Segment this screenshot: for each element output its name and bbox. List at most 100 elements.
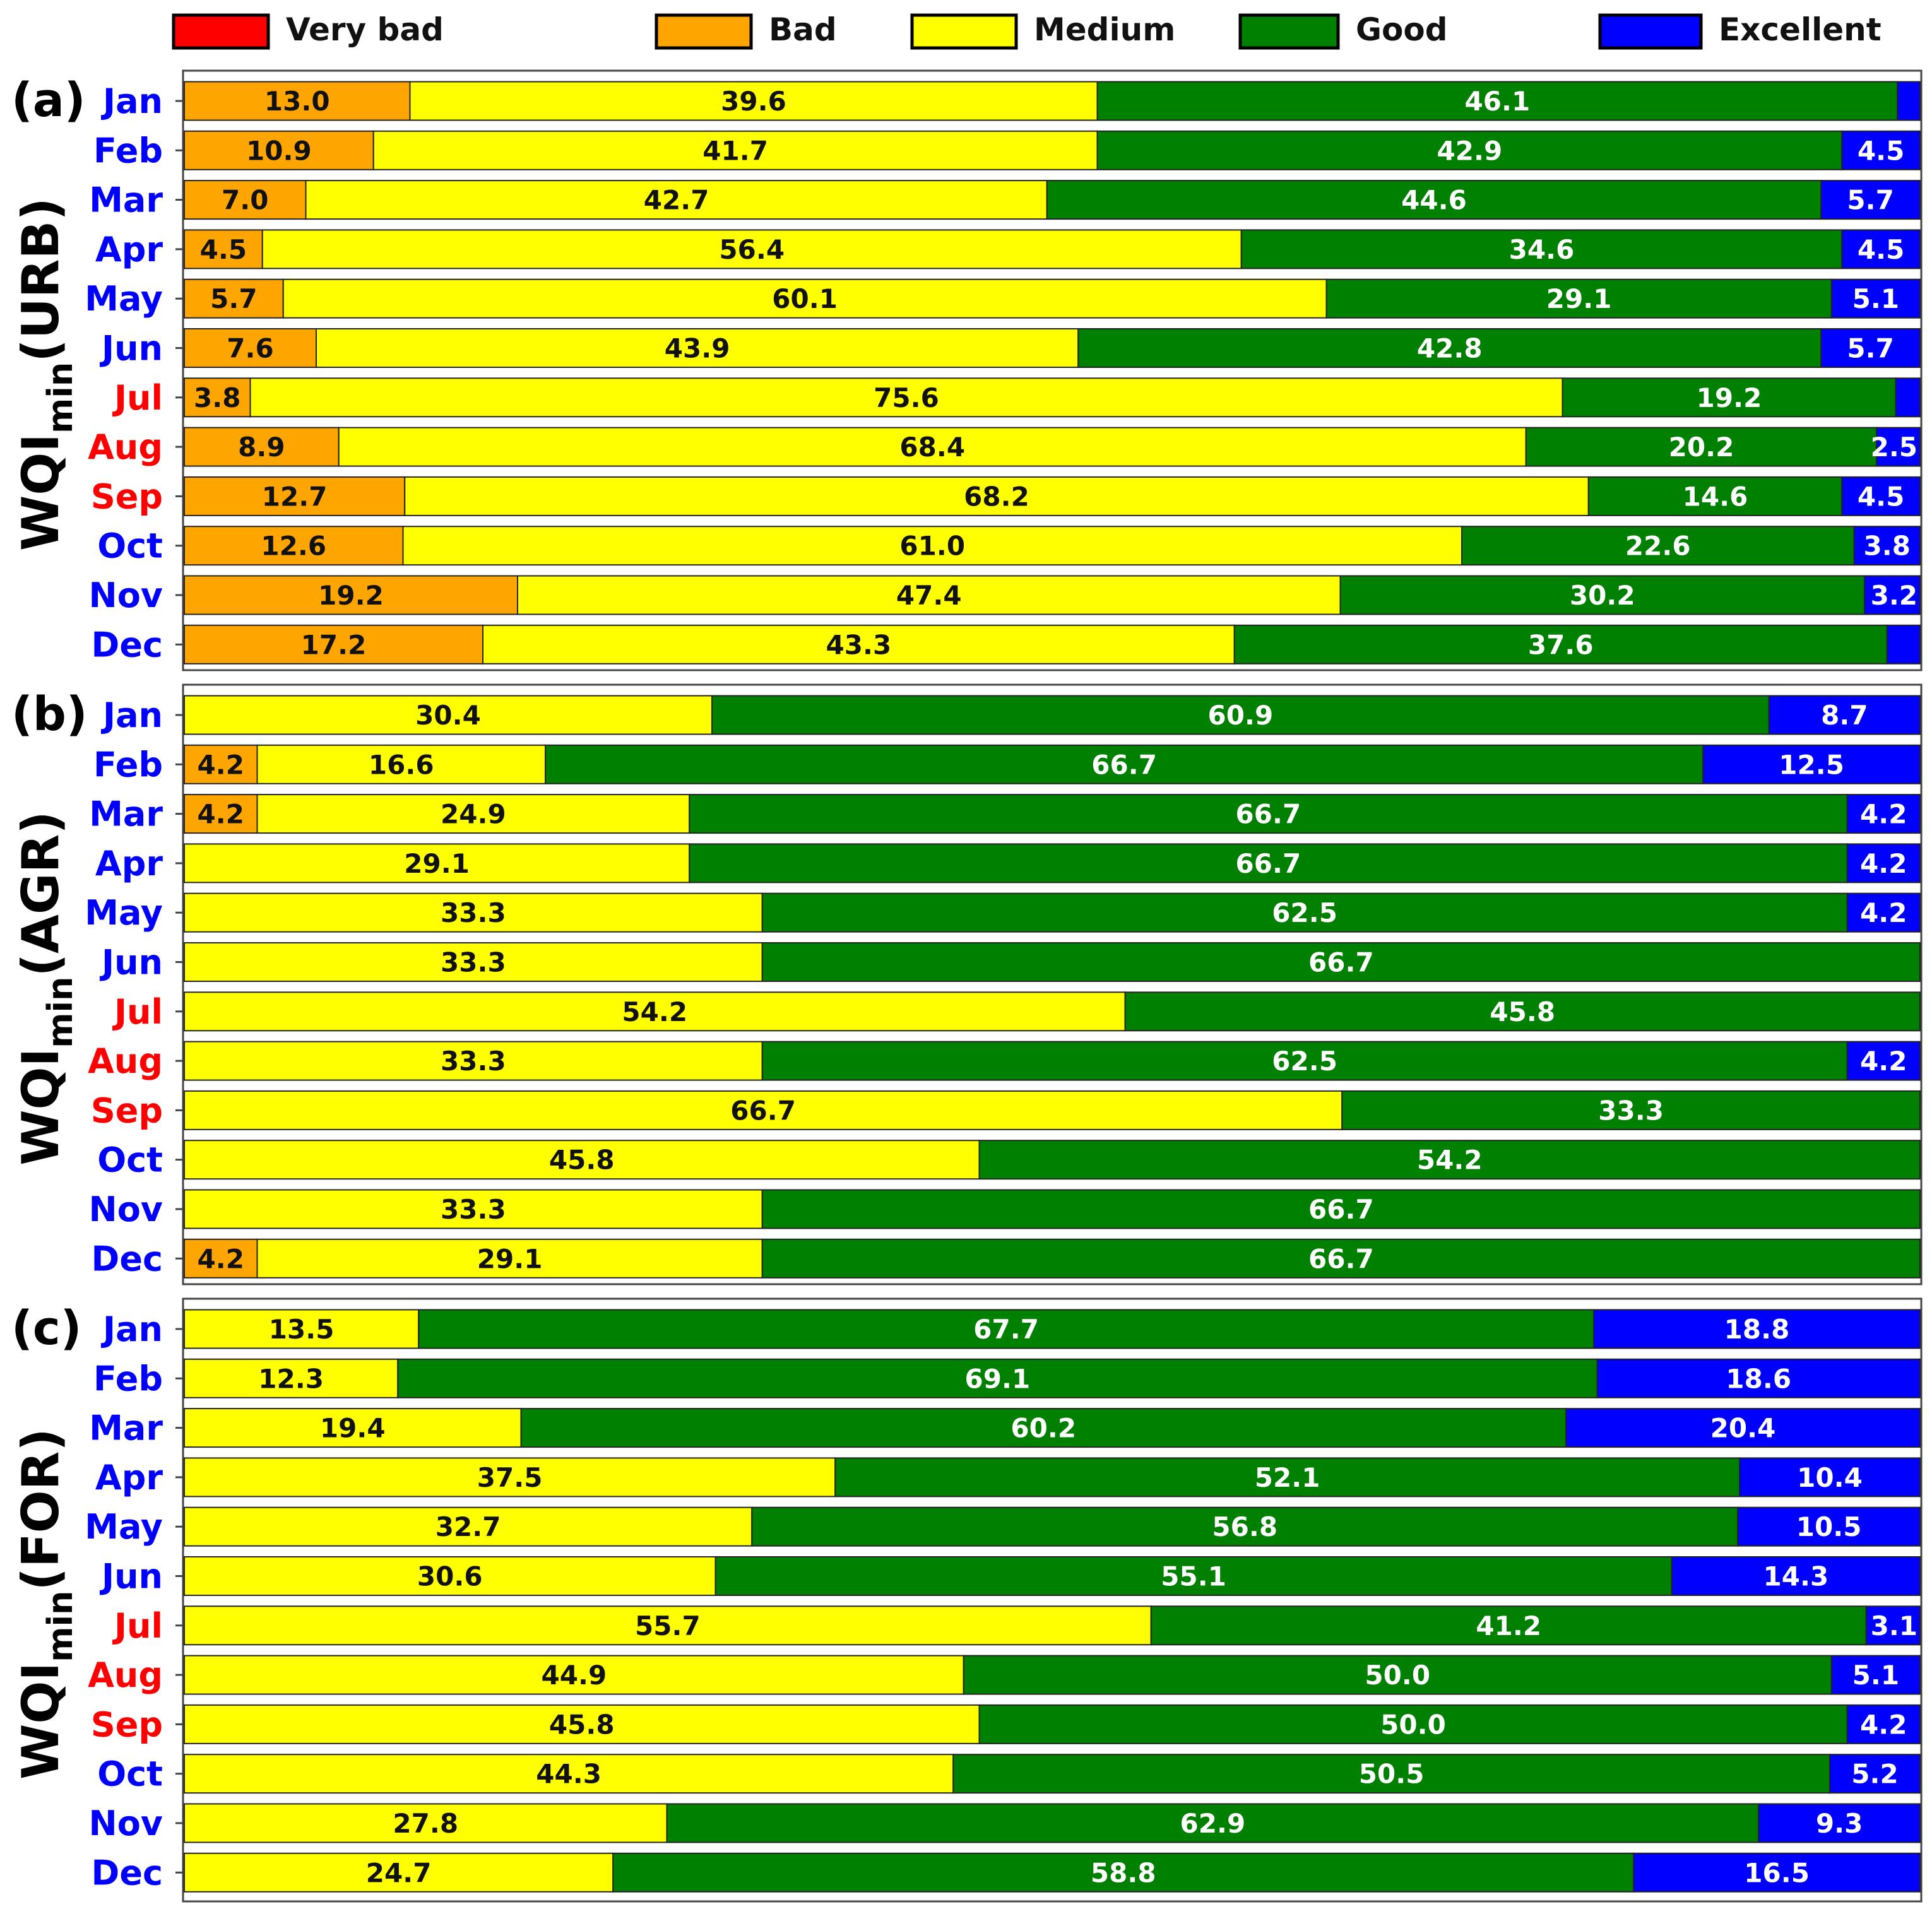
bar-segment-good xyxy=(761,892,1848,933)
bar-segment-medium xyxy=(184,1704,980,1744)
bar-segment-good xyxy=(520,1408,1567,1448)
data-label: 42.8 xyxy=(1417,333,1483,364)
data-label: 10.9 xyxy=(246,135,312,166)
data-label: 46.1 xyxy=(1465,86,1531,117)
bar-segment-excellent xyxy=(1846,1041,1921,1081)
data-label: 61.0 xyxy=(899,531,965,562)
data-label: 33.3 xyxy=(441,1194,506,1225)
bar-segment-excellent xyxy=(1864,575,1921,615)
month-label-jul: Jul xyxy=(112,1606,163,1646)
bar-segment-excellent xyxy=(1841,476,1921,516)
data-label: 4.5 xyxy=(1858,481,1904,512)
bar-segment-bad xyxy=(184,427,340,467)
y-axis-label: WQImin(URB) xyxy=(11,198,80,551)
bar-segment-bad xyxy=(184,180,307,220)
y-axis-label-suffix: (URB) xyxy=(11,198,70,362)
month-label-jan: Jan xyxy=(100,81,163,121)
month-label-mar: Mar xyxy=(89,180,163,220)
month-label-nov: Nov xyxy=(89,1804,163,1843)
data-label: 44.3 xyxy=(536,1759,602,1790)
bar-segment-medium xyxy=(184,942,763,982)
data-label: 50.0 xyxy=(1365,1660,1430,1691)
month-label-dec: Dec xyxy=(92,625,163,665)
data-label: 32.7 xyxy=(436,1511,501,1542)
bar-segment-bad xyxy=(184,794,258,834)
data-label: 66.7 xyxy=(1308,1243,1374,1274)
data-label: 33.3 xyxy=(1598,1095,1664,1126)
bar-segment-good xyxy=(963,1655,1832,1695)
month-label-oct: Oct xyxy=(97,1754,163,1794)
data-label: 67.7 xyxy=(973,1314,1039,1345)
data-label: 66.7 xyxy=(730,1095,796,1126)
bar-segment-excellent xyxy=(1820,180,1921,220)
bar-segment-good xyxy=(1339,575,1865,615)
data-label: 56.4 xyxy=(719,234,785,265)
panel-frame xyxy=(182,683,1923,1285)
data-label: 30.6 xyxy=(417,1561,483,1592)
data-label: 58.8 xyxy=(1091,1857,1156,1888)
month-label-nov: Nov xyxy=(89,1190,163,1229)
y-axis-label: WQImin(FOR) xyxy=(11,1428,80,1780)
data-label: 68.4 xyxy=(899,432,965,463)
bar-segment-medium xyxy=(184,1457,836,1498)
bar-segment-medium xyxy=(184,1506,753,1547)
legend-swatch-bad xyxy=(655,13,753,50)
bar-segment-excellent xyxy=(1846,794,1921,834)
bar-segment-medium xyxy=(338,427,1527,467)
bar-segment-excellent xyxy=(1841,229,1921,269)
legend-label-very-bad: Very bad xyxy=(286,11,444,48)
data-label: 8.9 xyxy=(238,432,285,463)
bar-segment-medium xyxy=(184,991,1126,1032)
data-label: 17.2 xyxy=(301,629,367,660)
data-label: 5.1 xyxy=(1852,1660,1899,1691)
data-label: 5.7 xyxy=(210,283,257,314)
bar-segment-bad xyxy=(184,377,251,418)
panel-label: (b) xyxy=(11,687,88,741)
bar-segment-good xyxy=(952,1754,1830,1794)
month-label-feb: Feb xyxy=(93,1359,163,1398)
legend-label-bad: Bad xyxy=(769,11,837,48)
data-label: 44.6 xyxy=(1401,185,1467,216)
bar-segment-excellent xyxy=(1633,1852,1921,1893)
data-label: 44.9 xyxy=(542,1660,607,1691)
month-label-apr: Apr xyxy=(95,230,163,269)
data-label: 52.1 xyxy=(1255,1462,1320,1493)
month-label-sep: Sep xyxy=(91,1090,163,1130)
bar-segment-medium xyxy=(184,1803,668,1843)
panel-frame xyxy=(182,1297,1923,1903)
data-label: 5.7 xyxy=(1847,333,1893,364)
data-label: 3.8 xyxy=(194,382,240,413)
month-label-dec: Dec xyxy=(92,1239,163,1279)
month-label-may: May xyxy=(85,279,163,319)
month-label-jun: Jun xyxy=(99,329,163,369)
data-label: 5.2 xyxy=(1851,1759,1898,1790)
data-label: 18.6 xyxy=(1726,1363,1791,1394)
data-label: 43.9 xyxy=(665,333,730,364)
month-label-apr: Apr xyxy=(95,844,163,883)
bar-segment-medium xyxy=(402,526,1462,566)
bar-segment-medium xyxy=(184,1605,1152,1646)
panel-1: (a) WQImin(URB) Jan 13.0 39.6 46.1 Feb 10.9 41.7… xyxy=(11,69,1923,671)
data-label: 29.1 xyxy=(1546,283,1612,314)
month-label-feb: Feb xyxy=(93,745,163,784)
data-label: 4.2 xyxy=(198,749,244,780)
data-label: 45.8 xyxy=(1490,996,1555,1027)
month-label-feb: Feb xyxy=(93,131,163,170)
bar-segment-medium xyxy=(261,229,1242,269)
bar-segment-excellent xyxy=(1853,526,1921,566)
y-axis-label-sub: min xyxy=(40,1591,80,1662)
legend-label-good: Good xyxy=(1356,11,1448,48)
data-label: 50.5 xyxy=(1359,1759,1425,1790)
data-label: 3.8 xyxy=(1864,531,1911,562)
bar-segment-good xyxy=(1077,328,1822,368)
bar-segment-medium xyxy=(409,81,1098,121)
data-label: 39.6 xyxy=(721,86,786,117)
data-label: 62.5 xyxy=(1272,897,1337,928)
y-axis-label-suffix: (AGR) xyxy=(11,811,70,976)
bar-segment-medium xyxy=(184,1852,614,1893)
bar-segment-bad xyxy=(184,624,483,665)
data-label: 19.2 xyxy=(318,580,384,611)
bar-segment-excellent xyxy=(1886,624,1921,665)
data-label: 45.8 xyxy=(549,1145,615,1176)
